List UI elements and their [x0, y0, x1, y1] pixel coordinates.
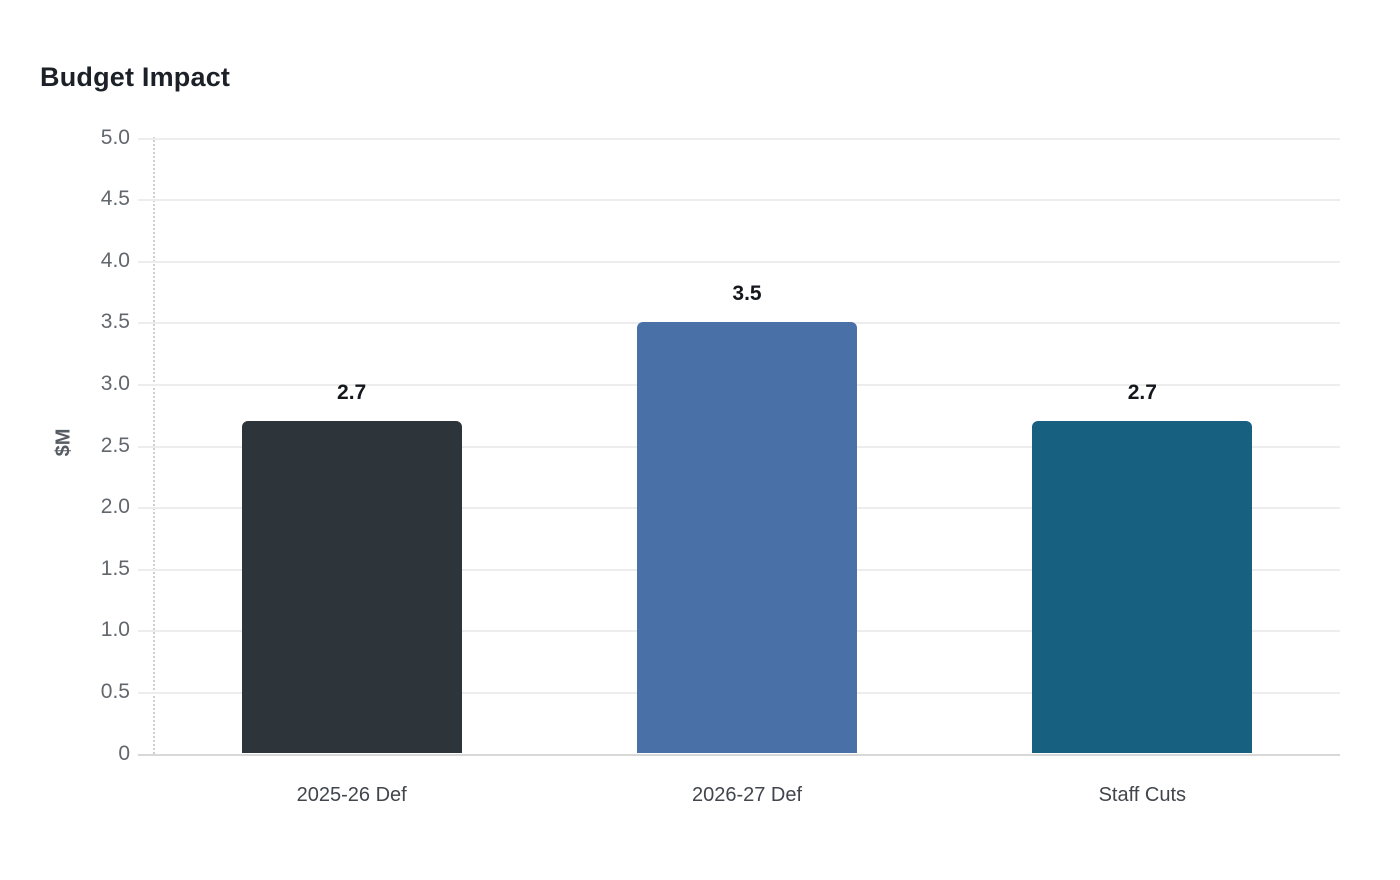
y-tick-label: 0 — [118, 741, 130, 765]
gridline — [138, 260, 1340, 263]
chart-title: Budget Impact — [40, 62, 231, 92]
y-tick-label: 2.0 — [100, 495, 130, 519]
bar-staff-cuts — [1032, 420, 1253, 754]
y-tick-label: 3.0 — [100, 371, 130, 395]
y-tick-label: 1.5 — [100, 556, 130, 580]
gridline — [138, 137, 1340, 140]
bar-2026-27-def — [637, 322, 857, 754]
bar-value-label: 2.7 — [1127, 380, 1157, 404]
x-tick-label: 2026-27 Def — [691, 784, 803, 806]
gridline — [138, 199, 1340, 202]
x-tick-label: 2025-26 Def — [296, 784, 407, 806]
y-tick-label: 4.5 — [100, 187, 130, 211]
y-tick-label: 3.5 — [100, 310, 130, 334]
y-tick-label: 4.0 — [100, 248, 130, 272]
y-tick-label: 5.0 — [100, 125, 130, 149]
bar-value-label: 3.5 — [732, 282, 762, 306]
bar-2025-26-def — [241, 420, 462, 754]
y-tick-label: 2.5 — [100, 433, 130, 457]
y-tick-label: 0.5 — [100, 679, 130, 703]
x-axis-baseline — [138, 753, 1340, 756]
x-tick-label: Staff Cuts — [1098, 784, 1187, 806]
bar-value-label: 2.7 — [337, 380, 367, 404]
y-tick-label: 1.0 — [100, 618, 130, 642]
